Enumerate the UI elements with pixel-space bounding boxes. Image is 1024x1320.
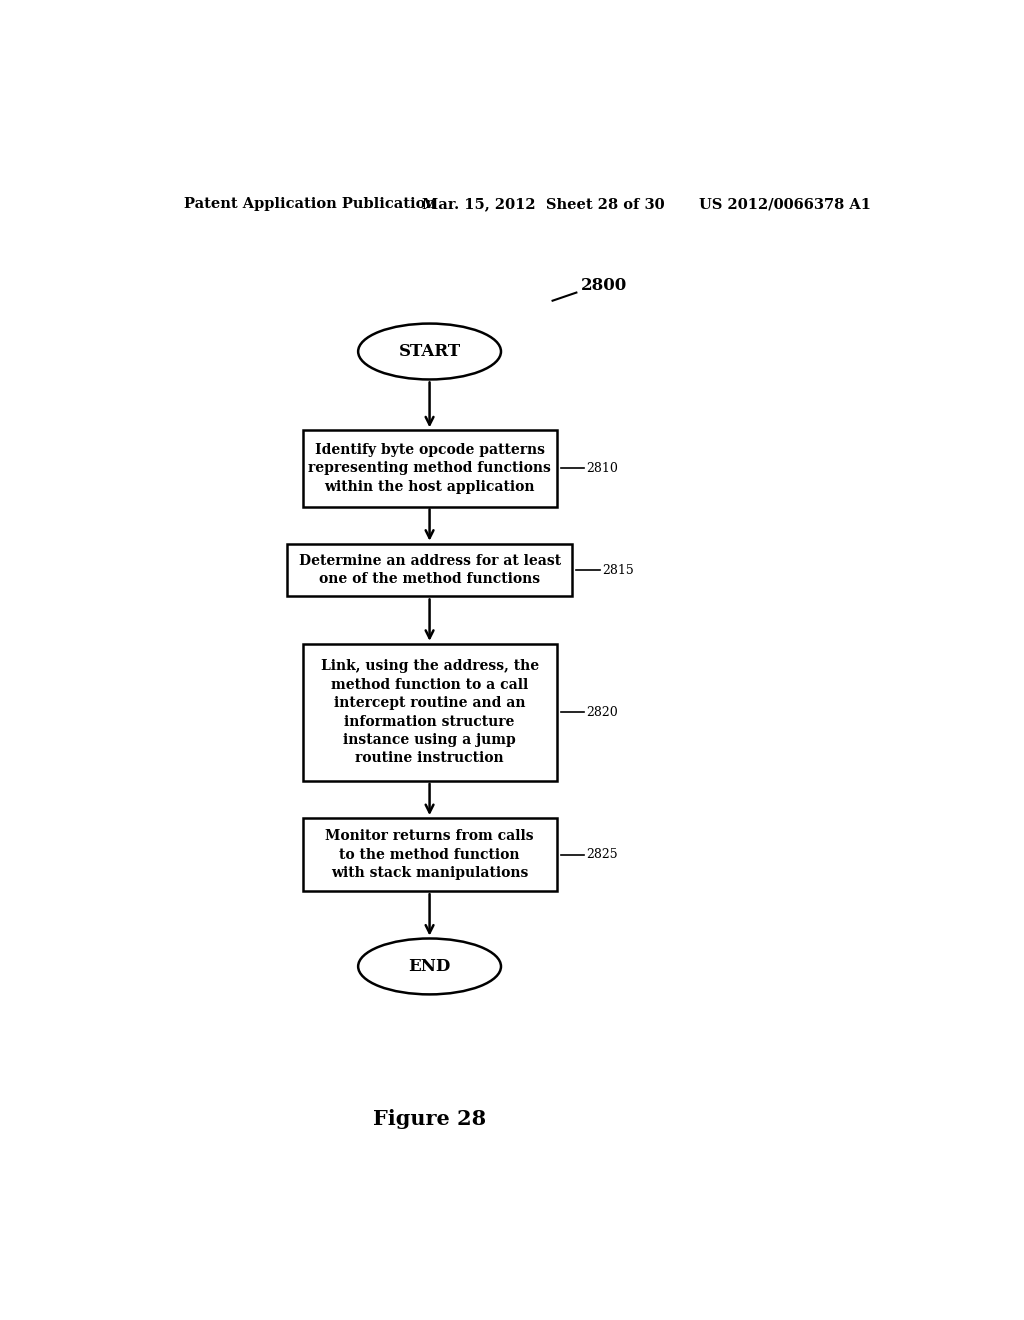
Text: Patent Application Publication: Patent Application Publication: [183, 197, 435, 211]
Text: 2825: 2825: [586, 849, 617, 861]
Text: US 2012/0066378 A1: US 2012/0066378 A1: [699, 197, 871, 211]
Text: Monitor returns from calls
to the method function
with stack manipulations: Monitor returns from calls to the method…: [326, 829, 534, 880]
Text: 2810: 2810: [586, 462, 617, 475]
Text: Link, using the address, the
method function to a call
intercept routine and an
: Link, using the address, the method func…: [321, 659, 539, 766]
Text: 2815: 2815: [602, 564, 634, 577]
Text: 2800: 2800: [581, 277, 628, 294]
Text: Determine an address for at least
one of the method functions: Determine an address for at least one of…: [299, 554, 560, 586]
Text: END: END: [409, 958, 451, 975]
Text: 2820: 2820: [586, 706, 617, 719]
Text: Figure 28: Figure 28: [373, 1109, 486, 1129]
Text: START: START: [398, 343, 461, 360]
Text: Mar. 15, 2012  Sheet 28 of 30: Mar. 15, 2012 Sheet 28 of 30: [422, 197, 665, 211]
Text: Identify byte opcode patterns
representing method functions
within the host appl: Identify byte opcode patterns representi…: [308, 444, 551, 494]
